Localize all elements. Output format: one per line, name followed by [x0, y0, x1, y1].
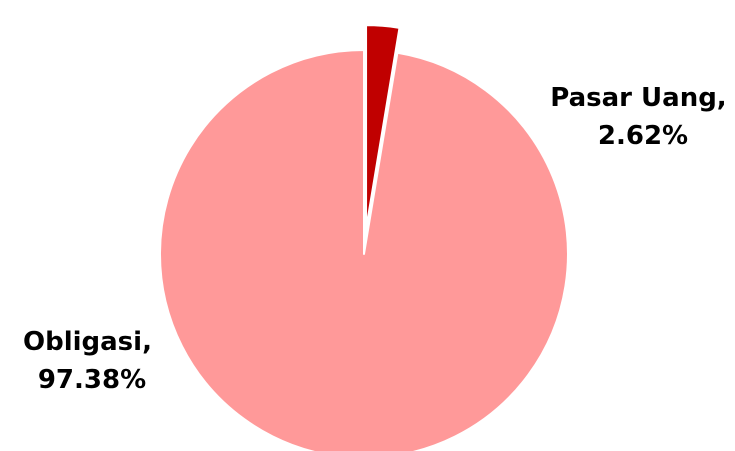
data-label-obligasi: Obligasi, 97.38%	[23, 327, 161, 395]
data-label-obligasi-name: Obligasi,	[23, 327, 152, 357]
pie-slice-obligasi	[158, 49, 569, 451]
pie-slice-pasar-uang	[365, 24, 401, 231]
data-label-pasar-uang-value: 2.62%	[598, 121, 688, 151]
data-label-pasar-uang: Pasar Uang, 2.62%	[550, 83, 735, 151]
pie-slices	[158, 24, 569, 451]
data-label-pasar-uang-name: Pasar Uang,	[550, 83, 726, 113]
data-label-obligasi-value: 97.38%	[38, 365, 146, 395]
